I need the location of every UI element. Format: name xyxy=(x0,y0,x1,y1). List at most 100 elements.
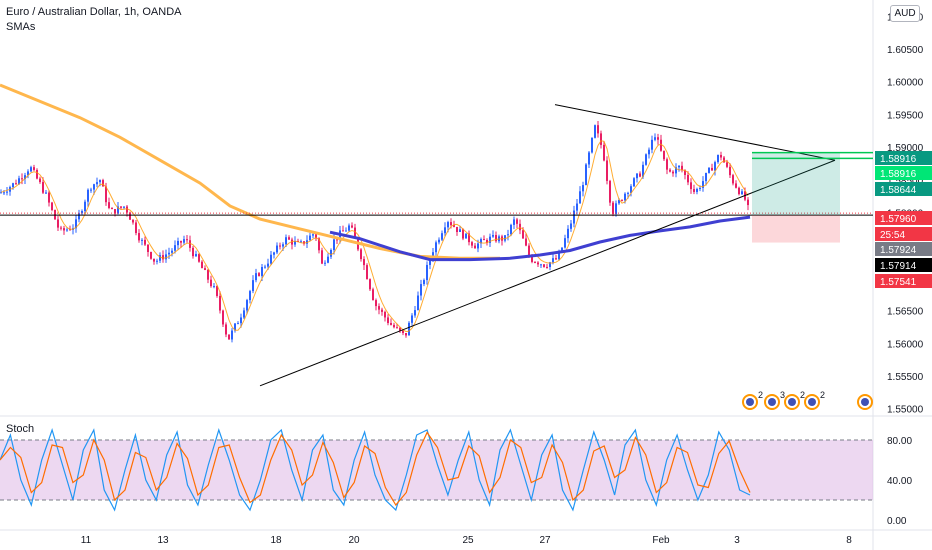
candle-body[interactable] xyxy=(552,258,554,263)
candle-body[interactable] xyxy=(234,323,236,331)
candle-body[interactable] xyxy=(612,202,614,215)
candle-body[interactable] xyxy=(261,267,263,276)
currency-button[interactable]: AUD xyxy=(890,5,920,22)
candle-body[interactable] xyxy=(180,240,182,243)
candle-body[interactable] xyxy=(555,258,557,260)
candle-body[interactable] xyxy=(120,206,122,208)
candle-body[interactable] xyxy=(666,159,668,170)
candle-body[interactable] xyxy=(711,167,713,171)
candle-body[interactable] xyxy=(78,213,80,220)
candle-body[interactable] xyxy=(114,209,116,214)
candle-body[interactable] xyxy=(132,219,134,223)
candle-body[interactable] xyxy=(213,286,215,288)
candle-body[interactable] xyxy=(540,264,542,266)
candle-body[interactable] xyxy=(129,212,131,220)
candle-body[interactable] xyxy=(417,295,419,311)
candle-body[interactable] xyxy=(315,234,317,239)
candle-body[interactable] xyxy=(279,245,281,247)
candle-body[interactable] xyxy=(156,260,158,262)
event-marker[interactable]: 3 xyxy=(764,390,785,410)
candle-body[interactable] xyxy=(705,172,707,182)
candle-body[interactable] xyxy=(36,169,38,179)
candle-body[interactable] xyxy=(330,249,332,257)
candle-body[interactable] xyxy=(483,239,485,241)
candle-body[interactable] xyxy=(369,279,371,290)
candle-body[interactable] xyxy=(393,324,395,328)
candle-body[interactable] xyxy=(411,315,413,323)
candle-body[interactable] xyxy=(21,178,23,180)
candle-body[interactable] xyxy=(624,193,626,201)
candle-body[interactable] xyxy=(87,189,89,202)
candle-body[interactable] xyxy=(462,229,464,239)
candle-body[interactable] xyxy=(117,206,119,214)
candle-body[interactable] xyxy=(249,291,251,301)
candle-body[interactable] xyxy=(246,300,248,311)
candle-body[interactable] xyxy=(594,125,596,138)
candle-body[interactable] xyxy=(726,162,728,167)
profit-zone[interactable] xyxy=(752,152,840,216)
candle-body[interactable] xyxy=(441,233,443,240)
candle-body[interactable] xyxy=(360,249,362,260)
candle-body[interactable] xyxy=(189,240,191,248)
candle-body[interactable] xyxy=(138,233,140,241)
candle-body[interactable] xyxy=(381,309,383,312)
candle-body[interactable] xyxy=(327,256,329,263)
candle-body[interactable] xyxy=(195,254,197,257)
candle-body[interactable] xyxy=(408,322,410,336)
candle-body[interactable] xyxy=(660,139,662,151)
candle-body[interactable] xyxy=(468,233,470,243)
candle-body[interactable] xyxy=(0,192,2,194)
trendline[interactable] xyxy=(259,159,836,387)
candle-body[interactable] xyxy=(216,286,218,296)
candle-body[interactable] xyxy=(696,188,698,192)
candle-body[interactable] xyxy=(300,241,302,243)
candle-body[interactable] xyxy=(558,252,560,260)
candle-body[interactable] xyxy=(18,178,20,185)
candle-body[interactable] xyxy=(708,167,710,173)
candle-body[interactable] xyxy=(219,295,221,311)
candle-body[interactable] xyxy=(285,237,287,245)
candle-body[interactable] xyxy=(522,230,524,239)
candle-body[interactable] xyxy=(492,235,494,237)
candle-body[interactable] xyxy=(465,233,467,239)
event-marker[interactable]: 2 xyxy=(742,390,763,410)
candle-body[interactable] xyxy=(585,164,587,186)
candle-body[interactable] xyxy=(471,242,473,246)
candle-body[interactable] xyxy=(747,199,749,206)
candle-body[interactable] xyxy=(486,240,488,243)
candle-body[interactable] xyxy=(420,284,422,296)
candle-body[interactable] xyxy=(123,206,125,208)
candle-body[interactable] xyxy=(399,327,401,331)
candle-body[interactable] xyxy=(273,252,275,255)
candle-body[interactable] xyxy=(228,334,230,340)
candle-body[interactable] xyxy=(57,219,59,228)
loss-zone[interactable] xyxy=(752,215,840,243)
candle-body[interactable] xyxy=(45,192,47,194)
candle-body[interactable] xyxy=(396,327,398,329)
candle-body[interactable] xyxy=(732,175,734,184)
candle-body[interactable] xyxy=(351,225,353,228)
candle-body[interactable] xyxy=(603,144,605,161)
candle-body[interactable] xyxy=(576,203,578,211)
candle-body[interactable] xyxy=(108,202,110,209)
candle-body[interactable] xyxy=(186,239,188,241)
candle-body[interactable] xyxy=(543,264,545,267)
candle-body[interactable] xyxy=(168,252,170,255)
candle-body[interactable] xyxy=(621,199,623,201)
candle-body[interactable] xyxy=(294,241,296,245)
candle-body[interactable] xyxy=(534,261,536,263)
candle-body[interactable] xyxy=(459,229,461,233)
candle-body[interactable] xyxy=(159,255,161,261)
candle-body[interactable] xyxy=(507,234,509,236)
candle-body[interactable] xyxy=(723,157,725,163)
candle-body[interactable] xyxy=(567,228,569,239)
candle-body[interactable] xyxy=(609,180,611,203)
candle-body[interactable] xyxy=(681,165,683,171)
candle-body[interactable] xyxy=(570,223,572,229)
candle-body[interactable] xyxy=(423,280,425,285)
candle-body[interactable] xyxy=(90,189,92,191)
candle-body[interactable] xyxy=(387,317,389,324)
candle-body[interactable] xyxy=(642,164,644,177)
candle-body[interactable] xyxy=(489,236,491,243)
